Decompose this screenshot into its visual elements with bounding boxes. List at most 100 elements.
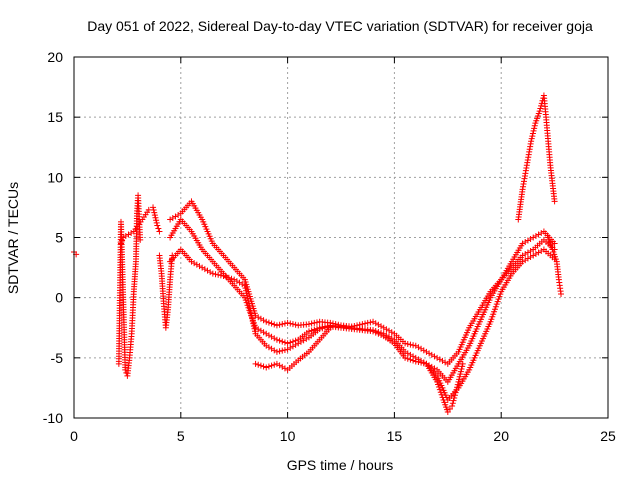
data-point-interp — [439, 357, 446, 364]
data-point — [316, 325, 323, 332]
data-point — [284, 319, 291, 326]
data-point-interp — [457, 371, 464, 378]
data-point-interp — [428, 351, 435, 358]
data-point-interp — [311, 319, 318, 326]
data-point — [263, 364, 270, 371]
data-point — [487, 318, 494, 325]
data-point-interp — [243, 290, 250, 297]
data-point-interp — [207, 269, 214, 276]
data-point-interp — [362, 320, 369, 327]
data-point — [380, 324, 387, 331]
data-point-interp — [459, 363, 466, 370]
data-point-interp — [436, 356, 443, 363]
data-point-interp — [522, 239, 529, 246]
data-point-interp — [228, 275, 235, 282]
data-points — [71, 92, 565, 415]
data-point-interp — [279, 338, 286, 345]
data-point — [263, 330, 270, 337]
data-point-interp — [281, 320, 288, 327]
data-point-interp — [169, 214, 176, 221]
data-point-interp — [407, 356, 414, 363]
data-point — [528, 138, 535, 145]
data-point-interp — [383, 326, 390, 333]
data-point-interp — [492, 303, 499, 310]
data-point-interp — [287, 320, 294, 327]
data-point-interp — [489, 313, 496, 320]
y-tick-label: 10 — [47, 169, 63, 185]
x-tick-label: 25 — [600, 428, 616, 444]
data-point-interp — [250, 320, 257, 327]
data-point-interp — [193, 261, 200, 268]
data-point-interp — [265, 319, 272, 326]
data-point-interp — [246, 305, 253, 312]
data-point — [117, 240, 124, 247]
data-point-interp — [308, 327, 315, 334]
data-point-interp — [265, 363, 272, 370]
data-point-interp — [529, 133, 536, 140]
data-point-interp — [496, 293, 503, 300]
data-point-interp — [308, 320, 315, 327]
data-point-interp — [257, 362, 264, 369]
data-point-interp — [528, 135, 535, 142]
data-point — [412, 342, 419, 349]
y-tick-label: 15 — [47, 109, 63, 125]
data-point — [412, 358, 419, 365]
data-point — [305, 328, 312, 335]
data-point-interp — [276, 337, 283, 344]
data-point-interp — [321, 324, 328, 331]
data-point-interp — [436, 386, 443, 393]
data-point-interp — [153, 217, 160, 224]
data-point — [558, 291, 565, 298]
data-point — [220, 273, 227, 280]
data-point-interp — [271, 321, 278, 328]
data-point-interp — [245, 297, 252, 304]
data-point — [402, 354, 409, 361]
data-point — [327, 324, 334, 331]
data-point-interp — [439, 394, 446, 401]
y-tick-label: -5 — [51, 350, 64, 366]
chart-title: Day 051 of 2022, Sidereal Day-to-day VTE… — [87, 18, 593, 34]
data-point-interp — [497, 291, 504, 298]
data-point-interp — [453, 386, 460, 393]
data-point-interp — [529, 130, 536, 137]
data-point-interp — [522, 251, 529, 258]
data-point-interp — [458, 366, 465, 373]
data-point-interp — [431, 353, 438, 360]
data-point — [252, 360, 259, 367]
data-point-interp — [151, 212, 158, 219]
data-point-interp — [268, 345, 275, 352]
data-point — [449, 402, 456, 409]
x-tick-label: 10 — [280, 428, 296, 444]
data-point-interp — [276, 348, 283, 355]
data-point-interp — [454, 381, 461, 388]
data-point-interp — [490, 311, 497, 318]
grid-lines — [74, 57, 608, 418]
data-point — [154, 222, 161, 229]
y-tick-label: -10 — [43, 410, 63, 426]
data-point-interp — [372, 329, 379, 336]
data-point-interp — [265, 332, 272, 339]
data-point-interp — [260, 329, 267, 336]
data-point-interp — [456, 376, 463, 383]
data-point-interp — [438, 391, 445, 398]
data-point-interp — [418, 359, 425, 366]
data-point-interp — [172, 213, 179, 220]
data-point — [284, 346, 291, 353]
data-point-interp — [271, 347, 278, 354]
data-point — [551, 240, 558, 247]
data-point-interp — [378, 331, 385, 338]
data-point-interp — [388, 329, 395, 336]
data-point-interp — [153, 219, 160, 226]
axis-ticks: 0 5 10 15 20 25 -10 -5 0 5 10 15 20 — [43, 49, 616, 444]
data-point — [402, 340, 409, 347]
data-point-interp — [426, 350, 433, 357]
data-point-interp — [324, 324, 331, 331]
data-point-interp — [527, 248, 534, 255]
data-point-interp — [451, 392, 458, 399]
data-point-interp — [494, 298, 501, 305]
data-point — [284, 340, 291, 347]
data-point-interp — [279, 347, 286, 354]
data-point-interp — [289, 343, 296, 350]
data-point-interp — [531, 122, 538, 129]
data-point-interp — [236, 279, 243, 286]
